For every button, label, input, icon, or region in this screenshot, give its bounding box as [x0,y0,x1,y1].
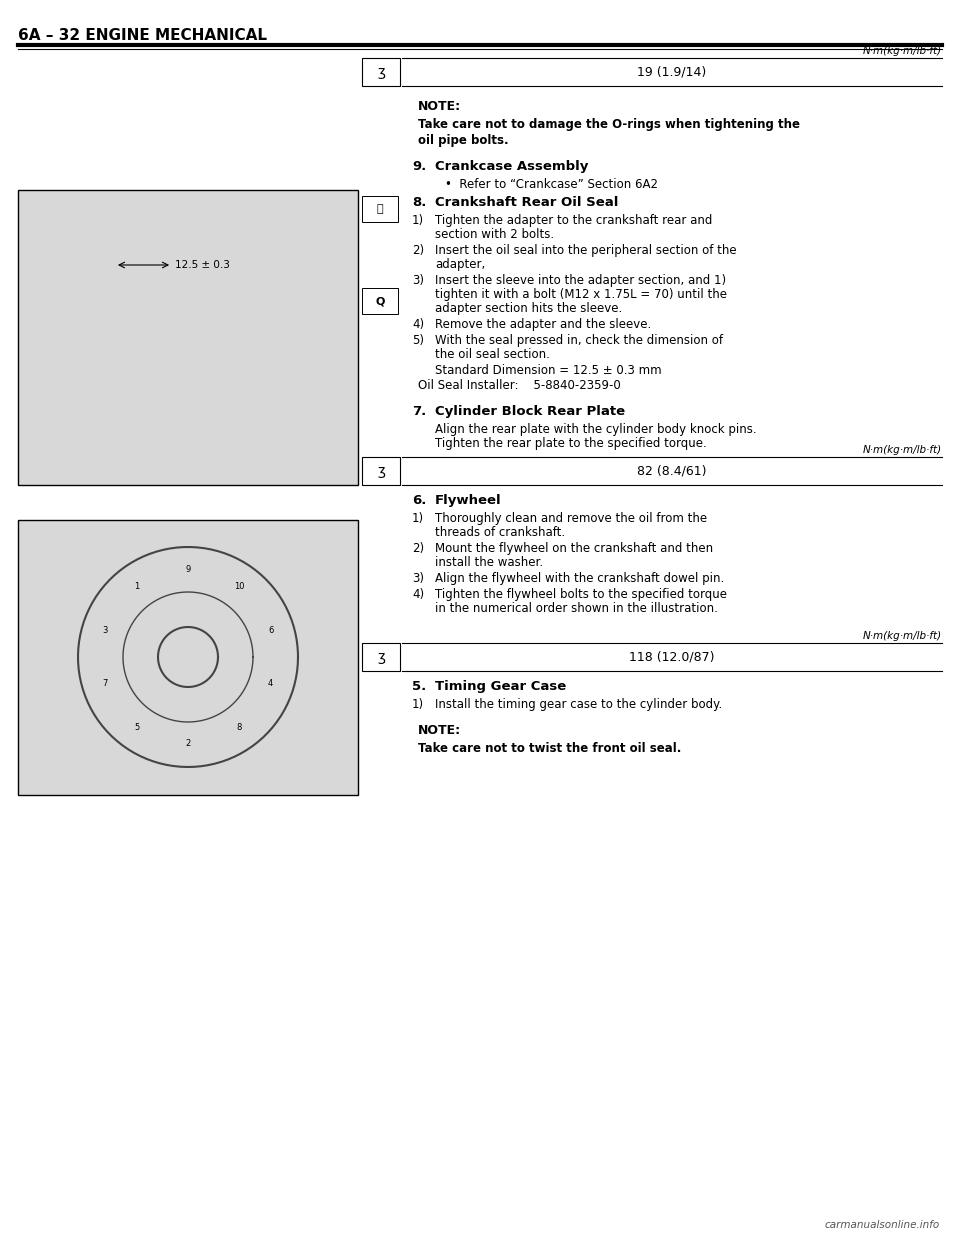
Text: in the numerical order shown in the illustration.: in the numerical order shown in the illu… [435,602,718,615]
Text: section with 2 bolts.: section with 2 bolts. [435,229,554,241]
Text: 6: 6 [268,626,274,635]
Text: Tighten the adapter to the crankshaft rear and: Tighten the adapter to the crankshaft re… [435,214,712,227]
Text: •  Refer to “Crankcase” Section 6A2: • Refer to “Crankcase” Section 6A2 [445,178,658,191]
Text: Thoroughly clean and remove the oil from the: Thoroughly clean and remove the oil from… [435,512,708,525]
Text: 5): 5) [412,334,424,347]
Bar [362,58,400,86]
Text: 4: 4 [268,679,274,688]
Text: Mount the flywheel on the crankshaft and then: Mount the flywheel on the crankshaft and… [435,542,713,555]
Text: Oil Seal Installer:    5-8840-2359-0: Oil Seal Installer: 5-8840-2359-0 [418,379,621,392]
Bar [362,457,400,484]
Text: 3): 3) [412,274,424,287]
Text: adapter,: adapter, [435,258,485,271]
Text: adapter section hits the sleeve.: adapter section hits the sleeve. [435,302,622,315]
Text: 1): 1) [412,512,424,525]
Bar [362,288,398,314]
Text: the oil seal section.: the oil seal section. [435,348,550,361]
Text: NOTE:: NOTE: [418,724,461,737]
Text: 7.: 7. [412,405,426,419]
Text: Insert the sleeve into the adapter section, and 1): Insert the sleeve into the adapter secti… [435,274,726,287]
Text: Insert the oil seal into the peripheral section of the: Insert the oil seal into the peripheral … [435,243,736,257]
Text: Take care not to damage the O-rings when tightening the: Take care not to damage the O-rings when… [418,118,800,130]
Text: 3): 3) [412,573,424,585]
Text: 1): 1) [412,698,424,710]
Text: threads of crankshaft.: threads of crankshaft. [435,527,565,539]
Text: 5.: 5. [412,681,426,693]
Text: N·m(kg·m/lb·ft): N·m(kg·m/lb·ft) [863,445,942,455]
Text: Flywheel: Flywheel [435,494,502,507]
Bar [362,643,400,671]
Text: 10: 10 [234,582,245,591]
Text: 2): 2) [412,542,424,555]
Text: N·m(kg·m/lb·ft): N·m(kg·m/lb·ft) [863,631,942,641]
Text: 12.5 ± 0.3: 12.5 ± 0.3 [175,260,229,270]
Text: tighten it with a bolt (M12 x 1.75L = 70) until the: tighten it with a bolt (M12 x 1.75L = 70… [435,288,727,301]
Text: 2: 2 [185,739,191,749]
Text: Take care not to twist the front oil seal.: Take care not to twist the front oil sea… [418,741,682,755]
Text: NOTE:: NOTE: [418,101,461,113]
Text: 8: 8 [236,723,242,732]
Text: Crankshaft Rear Oil Seal: Crankshaft Rear Oil Seal [435,196,618,209]
Bar [18,520,358,795]
Text: Install the timing gear case to the cylinder body.: Install the timing gear case to the cyli… [435,698,722,710]
Text: 9.: 9. [412,160,426,173]
Text: 2): 2) [412,243,424,257]
Text: 5: 5 [134,723,139,732]
Text: 4): 4) [412,318,424,332]
Text: 118 (12.0/87): 118 (12.0/87) [629,651,715,663]
Bar [18,190,358,484]
Text: ⛲: ⛲ [376,204,383,214]
Text: install the washer.: install the washer. [435,556,543,569]
Text: 4): 4) [412,587,424,601]
Text: carmanualsonline.info: carmanualsonline.info [825,1220,940,1230]
Text: ʒ: ʒ [377,650,385,664]
Text: 9: 9 [185,565,191,575]
Text: 19 (1.9/14): 19 (1.9/14) [637,66,707,78]
Text: Tighten the rear plate to the specified torque.: Tighten the rear plate to the specified … [435,437,707,450]
Text: 1: 1 [134,582,139,591]
Text: ʒ: ʒ [377,465,385,478]
Text: With the seal pressed in, check the dimension of: With the seal pressed in, check the dime… [435,334,723,347]
Text: 8.: 8. [412,196,426,209]
Text: 3: 3 [103,626,108,635]
Text: Remove the adapter and the sleeve.: Remove the adapter and the sleeve. [435,318,651,332]
Text: N·m(kg·m/lb·ft): N·m(kg·m/lb·ft) [863,46,942,56]
Text: Q: Q [375,296,385,306]
Bar [362,196,398,222]
Text: Align the flywheel with the crankshaft dowel pin.: Align the flywheel with the crankshaft d… [435,573,724,585]
Text: Align the rear plate with the cylinder body knock pins.: Align the rear plate with the cylinder b… [435,424,756,436]
Text: ʒ: ʒ [377,65,385,79]
Text: 6A – 32 ENGINE MECHANICAL: 6A – 32 ENGINE MECHANICAL [18,27,267,42]
Text: 7: 7 [103,679,108,688]
Text: Crankcase Assembly: Crankcase Assembly [435,160,588,173]
Text: Timing Gear Case: Timing Gear Case [435,681,566,693]
Text: Standard Dimension = 12.5 ± 0.3 mm: Standard Dimension = 12.5 ± 0.3 mm [435,364,661,378]
Text: Tighten the flywheel bolts to the specified torque: Tighten the flywheel bolts to the specif… [435,587,727,601]
Text: 1): 1) [412,214,424,227]
Text: oil pipe bolts.: oil pipe bolts. [418,134,509,147]
Text: Cylinder Block Rear Plate: Cylinder Block Rear Plate [435,405,625,419]
Text: 82 (8.4/61): 82 (8.4/61) [637,465,707,477]
Text: 6.: 6. [412,494,426,507]
